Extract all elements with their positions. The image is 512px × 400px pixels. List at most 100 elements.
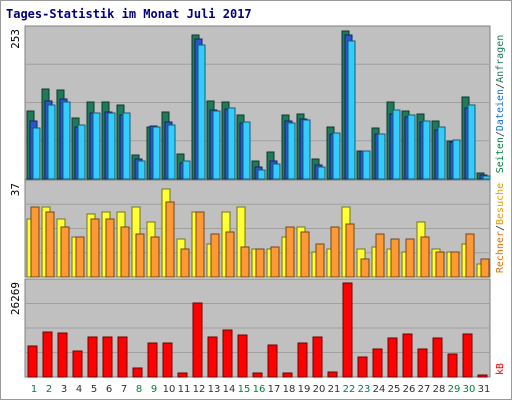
- top-panel-legend-part-3: /: [495, 83, 506, 89]
- bar-top-dateien-day-6: [107, 112, 116, 180]
- bar-bottom-kb-day-4: [72, 350, 83, 378]
- day-label-9: 9: [151, 384, 157, 395]
- bar-top-dateien-day-10: [167, 124, 176, 180]
- bottom-panel-legend: kB: [495, 363, 506, 375]
- bar-middle-rechner-day-20: [315, 243, 325, 278]
- bar-top-dateien-day-23: [362, 150, 371, 180]
- bar-bottom-kb-day-3: [57, 332, 68, 378]
- bar-top-dateien-day-28: [437, 126, 446, 180]
- bar-bottom-kb-day-12: [192, 302, 203, 378]
- bar-bottom-kb-day-23: [357, 356, 368, 378]
- bar-bottom-kb-day-19: [297, 342, 308, 378]
- bar-middle-rechner-day-9: [150, 236, 160, 278]
- bar-top-dateien-day-11: [182, 160, 191, 180]
- bar-top-dateien-day-30: [467, 104, 476, 180]
- bar-top-dateien-day-15: [242, 121, 251, 180]
- bar-middle-rechner-day-29: [450, 251, 460, 278]
- bar-middle-rechner-day-27: [420, 236, 430, 278]
- bar-top-dateien-day-3: [62, 101, 71, 180]
- day-label-24: 24: [373, 384, 386, 395]
- day-label-31: 31: [478, 384, 491, 395]
- bar-middle-rechner-day-17: [270, 246, 280, 278]
- bar-top-dateien-day-16: [257, 169, 266, 180]
- bar-bottom-kb-day-16: [252, 372, 263, 378]
- bar-bottom-kb-day-22: [342, 282, 353, 378]
- bar-middle-rechner-day-8: [135, 233, 145, 278]
- day-label-6: 6: [106, 384, 112, 395]
- bar-bottom-kb-day-25: [387, 337, 398, 378]
- top-panel-legend-part-1: /: [495, 131, 506, 137]
- bar-bottom-kb-day-30: [462, 333, 473, 378]
- bar-bottom-kb-day-13: [207, 336, 218, 378]
- bottom-panel-legend-part-0: kB: [495, 363, 506, 375]
- day-label-10: 10: [163, 384, 176, 395]
- bar-bottom-kb-day-9: [147, 342, 158, 378]
- panel-top-ytick-label: 253: [9, 29, 22, 49]
- bar-top-dateien-day-22: [347, 40, 356, 180]
- bar-top-dateien-day-17: [272, 163, 281, 180]
- bar-middle-rechner-day-19: [300, 231, 310, 278]
- middle-panel-legend-part-2: Besuche: [495, 183, 506, 225]
- bar-top-dateien-day-29: [452, 139, 461, 180]
- day-label-17: 17: [268, 384, 281, 395]
- bar-top-dateien-day-7: [122, 112, 131, 180]
- bar-middle-rechner-day-7: [120, 226, 130, 278]
- bar-bottom-kb-day-1: [27, 345, 38, 378]
- top-panel-legend-part-2: Dateien: [495, 89, 506, 131]
- day-label-16: 16: [253, 384, 266, 395]
- bar-bottom-kb-day-7: [117, 336, 128, 378]
- bar-top-dateien-day-4: [77, 124, 86, 180]
- bar-bottom-kb-day-24: [372, 348, 383, 378]
- bar-top-dateien-day-12: [197, 44, 206, 180]
- day-label-28: 28: [433, 384, 446, 395]
- bar-middle-rechner-day-30: [465, 233, 475, 278]
- bar-middle-rechner-day-18: [285, 226, 295, 278]
- day-label-27: 27: [418, 384, 431, 395]
- bar-middle-rechner-day-2: [45, 211, 55, 278]
- bar-middle-rechner-day-1: [30, 206, 40, 278]
- bar-bottom-kb-day-15: [237, 334, 248, 378]
- bar-top-dateien-day-14: [227, 107, 236, 180]
- day-label-12: 12: [193, 384, 206, 395]
- day-label-18: 18: [283, 384, 296, 395]
- day-label-19: 19: [298, 384, 311, 395]
- bar-top-dateien-day-25: [392, 109, 401, 180]
- panel-bottom-ytick-label: 26269: [9, 282, 22, 315]
- day-label-2: 2: [46, 384, 52, 395]
- bar-bottom-kb-day-20: [312, 336, 323, 378]
- bar-bottom-kb-day-8: [132, 367, 143, 378]
- day-label-11: 11: [178, 384, 191, 395]
- middle-panel-legend: Rechner/Besuche: [495, 183, 506, 273]
- day-label-1: 1: [31, 384, 37, 395]
- day-label-3: 3: [61, 384, 67, 395]
- bar-middle-rechner-day-14: [225, 231, 235, 278]
- bar-middle-rechner-day-4: [75, 236, 85, 278]
- panel-middle-ytick-label: 37: [9, 183, 22, 196]
- day-label-29: 29: [448, 384, 461, 395]
- bar-middle-rechner-day-15: [240, 246, 250, 278]
- bar-bottom-kb-day-5: [87, 336, 98, 378]
- day-label-21: 21: [328, 384, 341, 395]
- bar-top-dateien-day-24: [377, 133, 386, 180]
- bar-bottom-kb-day-10: [162, 342, 173, 378]
- bar-top-dateien-day-26: [407, 114, 416, 180]
- bar-middle-rechner-day-26: [405, 238, 415, 278]
- bar-top-dateien-day-8: [137, 160, 146, 180]
- bar-middle-rechner-day-28: [435, 251, 445, 278]
- bar-top-dateien-day-9: [152, 126, 161, 180]
- bar-top-dateien-day-1: [32, 127, 41, 180]
- bar-middle-rechner-day-25: [390, 238, 400, 278]
- bar-bottom-kb-day-17: [267, 344, 278, 378]
- day-label-7: 7: [121, 384, 127, 395]
- top-panel-legend-part-4: Anfragen: [495, 35, 506, 83]
- day-label-20: 20: [313, 384, 326, 395]
- bar-top-dateien-day-5: [92, 112, 101, 180]
- bar-bottom-kb-day-21: [327, 371, 338, 378]
- day-label-14: 14: [223, 384, 236, 395]
- day-label-4: 4: [76, 384, 82, 395]
- day-label-22: 22: [343, 384, 356, 395]
- bar-middle-rechner-day-5: [90, 218, 100, 278]
- bar-top-dateien-day-27: [422, 120, 431, 180]
